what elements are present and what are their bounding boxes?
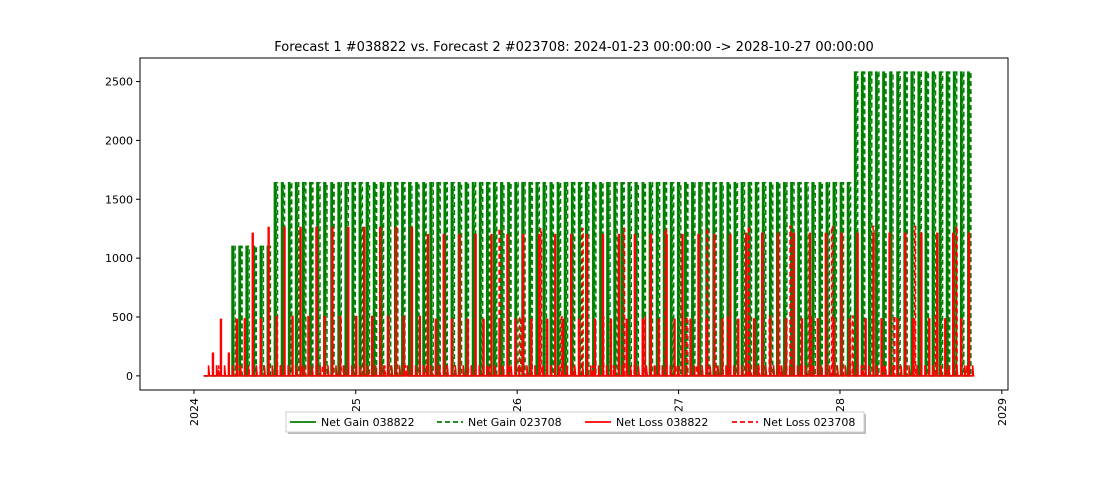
x-tick-label: 2024 [188, 398, 201, 426]
x-tick-label: 25 [350, 398, 363, 412]
series-line-3 [203, 226, 975, 377]
x-tick-label: 2029 [996, 398, 1009, 426]
legend-label-3: Net Loss 038822 [616, 416, 708, 429]
legend-box [285, 411, 865, 433]
x-tick-label: 27 [673, 398, 686, 412]
x-tick-label: 26 [511, 398, 524, 412]
y-tick-label: 2000 [105, 134, 133, 147]
y-tick-label: 1500 [105, 193, 133, 206]
x-tick-label: 28 [834, 398, 847, 412]
y-tick-label: 2500 [105, 76, 133, 89]
y-tick-label: 1000 [105, 252, 133, 265]
chart-title: Forecast 1 #038822 vs. Forecast 2 #02370… [274, 40, 874, 55]
series-line-2 [203, 71, 973, 377]
y-axis: 0 500 1000 1500 2000 2500 [105, 76, 140, 383]
plot-frame [139, 57, 1009, 391]
x-axis: 2024 25 26 27 28 2029 [188, 390, 1009, 426]
legend-label-2: Net Gain 023708 [468, 416, 562, 429]
legend-label-4: Net Loss 023708 [763, 416, 855, 429]
y-tick-label: 500 [112, 311, 133, 324]
legend-label-1: Net Gain 038822 [321, 416, 415, 429]
y-tick-label: 0 [126, 370, 133, 383]
series-line-4 [203, 225, 973, 377]
series-layer [203, 71, 975, 377]
legend: Net Gain 038822 Net Gain 023708 Net Loss 0… [285, 411, 866, 434]
